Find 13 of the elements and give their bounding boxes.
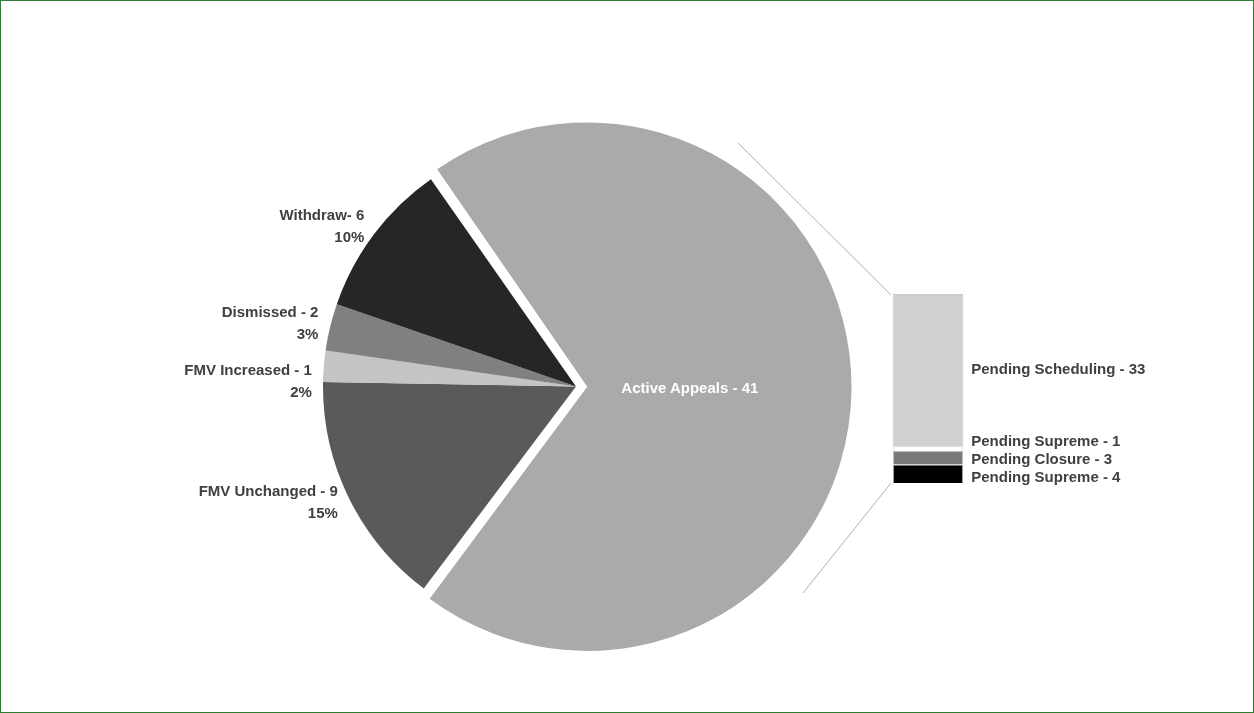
data-label: 15% (307, 503, 338, 521)
data-label: 3% (296, 325, 319, 343)
slice-label: FMV Increased - 1 (184, 361, 312, 379)
series-label: Pending Scheduling - 33 (971, 360, 1146, 378)
slice-label: Active Appeals - 41 (621, 378, 759, 396)
series-label: Pending Closure - 3 (971, 450, 1113, 468)
slice-label: Withdraw- 6 (279, 206, 365, 224)
series-label: Pending Supreme - 4 (971, 468, 1122, 486)
data-label: 2% (290, 383, 312, 401)
data-label: 10% (334, 228, 365, 246)
series-label: Pending Supreme - 1 (971, 432, 1121, 450)
slice-label: FMV Unchanged - 9 (198, 481, 338, 499)
slice-label: Dismissed - 2 (221, 303, 319, 321)
